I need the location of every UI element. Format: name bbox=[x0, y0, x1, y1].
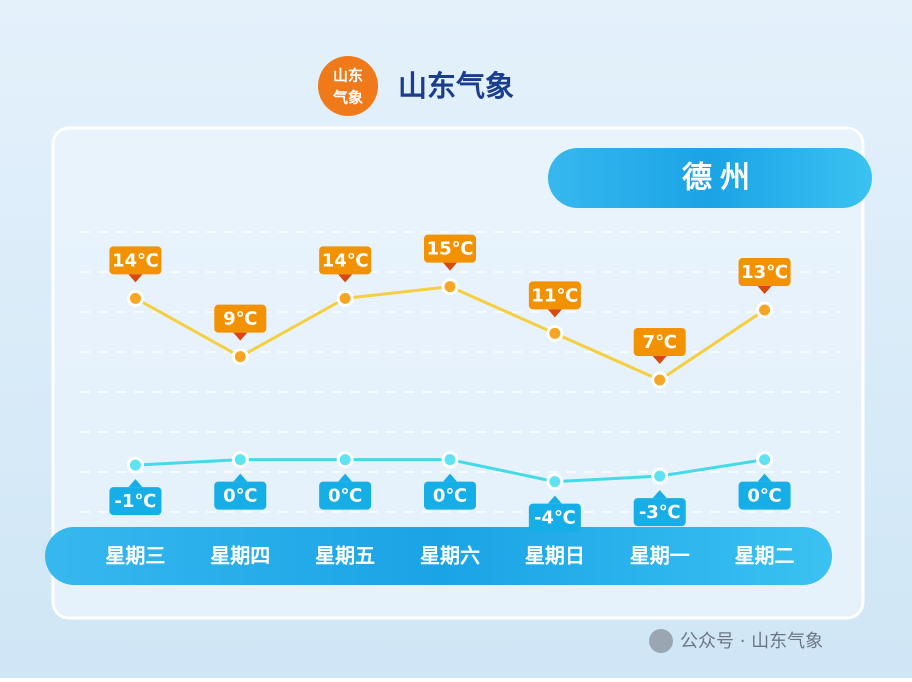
point bbox=[651, 467, 669, 485]
value-label-box bbox=[738, 481, 791, 510]
logo-top: 山东 bbox=[333, 67, 363, 85]
value-label-box bbox=[633, 328, 686, 356]
value-label-box bbox=[319, 481, 372, 510]
value-label: 14℃ bbox=[112, 250, 159, 271]
value-label-box bbox=[424, 481, 476, 510]
guide-lines bbox=[80, 231, 840, 513]
value-label: 0℃ bbox=[433, 486, 467, 507]
point bbox=[231, 451, 249, 469]
point bbox=[336, 451, 354, 469]
weekday-band bbox=[45, 527, 832, 585]
point bbox=[336, 289, 354, 307]
value-label-pointer bbox=[757, 473, 772, 482]
value-label: -1℃ bbox=[115, 491, 157, 512]
value-label-pointer bbox=[443, 473, 457, 482]
value-label: 13℃ bbox=[741, 262, 788, 283]
plot: 星期三 星期四 星期五 星期六 星期日 星期一 星期二 14℃ 9℃ 14℃ 15℃ 11℃ 7℃ 13℃… bbox=[105, 234, 795, 568]
value-label-pointer bbox=[757, 286, 772, 294]
weekday-label: 星期五 bbox=[315, 544, 375, 568]
value-label: 9℃ bbox=[223, 309, 257, 330]
value-label-pointer bbox=[338, 274, 353, 283]
weekday-label: 星期二 bbox=[735, 544, 795, 568]
watermark: 公众号 · 山东气象 bbox=[680, 631, 823, 652]
value-label-box bbox=[109, 487, 162, 516]
value-label-pointer bbox=[128, 274, 143, 283]
wechat-icon bbox=[649, 629, 673, 653]
value-label-pointer bbox=[128, 479, 143, 488]
value-label-box bbox=[528, 503, 581, 532]
value-label-pointer bbox=[233, 473, 248, 482]
value-label-box bbox=[738, 258, 791, 286]
weekday-label: 星期六 bbox=[420, 544, 480, 568]
point bbox=[651, 371, 669, 389]
value-label: 0℃ bbox=[328, 486, 362, 507]
value-label-pointer bbox=[547, 495, 562, 504]
city-banner bbox=[548, 148, 872, 208]
point bbox=[441, 278, 459, 296]
weekday-label: 星期日 bbox=[525, 544, 585, 568]
value-label-pointer bbox=[443, 262, 457, 271]
weekday-label: 星期三 bbox=[105, 544, 165, 568]
value-label: 0℃ bbox=[223, 486, 257, 507]
value-label: -4℃ bbox=[534, 508, 576, 529]
value-label-pointer bbox=[547, 309, 562, 318]
weekday-label: 星期四 bbox=[210, 544, 270, 568]
value-label-box bbox=[319, 246, 372, 275]
value-label-pointer bbox=[338, 473, 353, 482]
value-label: 15℃ bbox=[427, 239, 474, 260]
point bbox=[546, 324, 564, 342]
value-label: 7℃ bbox=[643, 332, 677, 353]
value-label-box bbox=[424, 234, 476, 263]
value-label-box bbox=[528, 281, 581, 310]
logo-bottom: 气象 bbox=[332, 89, 363, 107]
point bbox=[126, 456, 144, 474]
point bbox=[756, 301, 774, 319]
value-label-box bbox=[109, 246, 162, 275]
point bbox=[126, 289, 144, 307]
city: 德州 bbox=[682, 161, 758, 196]
value-label-box bbox=[633, 498, 686, 527]
point bbox=[546, 473, 564, 491]
value-label: 0℃ bbox=[747, 486, 781, 507]
title: 山东气象 bbox=[398, 69, 514, 103]
weekday-label: 星期一 bbox=[630, 544, 690, 568]
value-label-box bbox=[214, 304, 267, 333]
value-label-pointer bbox=[652, 356, 667, 364]
point bbox=[441, 451, 459, 469]
value-label: -3℃ bbox=[639, 502, 681, 523]
point bbox=[231, 348, 249, 366]
value-label: 11℃ bbox=[531, 285, 578, 306]
value-label-pointer bbox=[652, 490, 667, 499]
value-label-box bbox=[214, 481, 267, 510]
logo bbox=[318, 56, 378, 116]
value-label-pointer bbox=[233, 332, 248, 341]
point bbox=[756, 451, 774, 469]
value-label: 14℃ bbox=[322, 250, 369, 271]
